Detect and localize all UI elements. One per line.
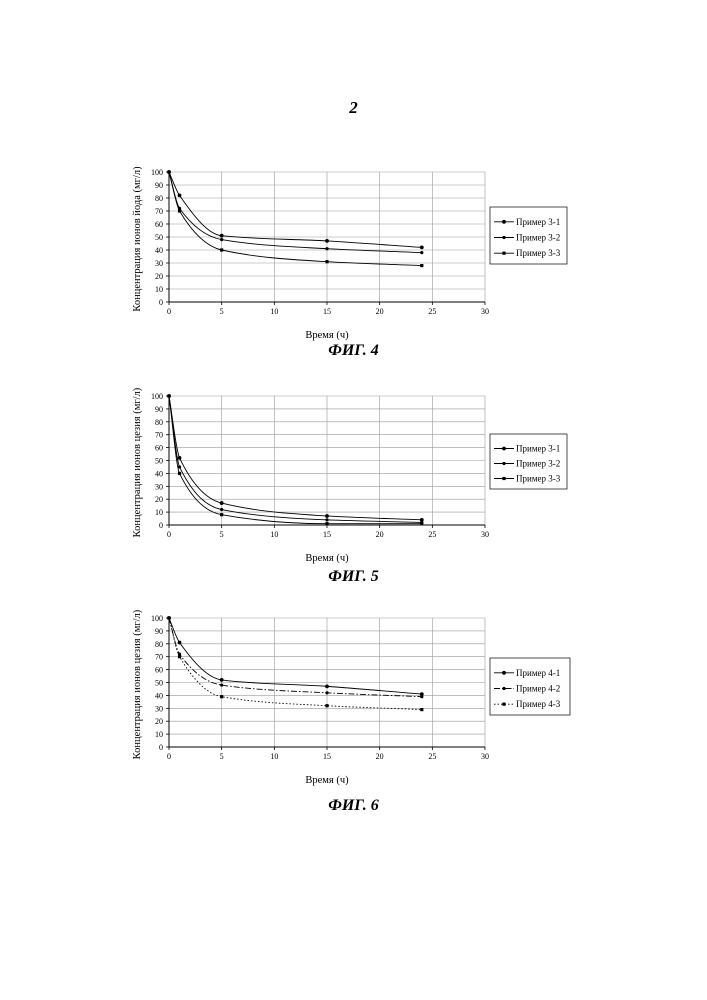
series-point bbox=[220, 695, 223, 698]
series-point bbox=[167, 616, 170, 619]
x-tick-label: 25 bbox=[428, 752, 436, 761]
x-tick-label: 10 bbox=[270, 752, 278, 761]
y-tick-label: 20 bbox=[155, 717, 163, 726]
y-tick-label: 70 bbox=[155, 653, 163, 662]
series-point bbox=[178, 655, 181, 658]
series-point bbox=[325, 691, 328, 694]
legend-marker bbox=[502, 703, 505, 706]
y-tick-label: 10 bbox=[155, 730, 163, 739]
x-axis-label: Время (ч) bbox=[305, 775, 349, 786]
legend-label: Пример 4-3 bbox=[516, 699, 561, 709]
figure-6-caption: ФИГ. 6 bbox=[0, 797, 707, 815]
y-tick-label: 80 bbox=[155, 640, 163, 649]
x-tick-label: 5 bbox=[220, 752, 224, 761]
legend-marker bbox=[502, 687, 505, 690]
y-tick-label: 30 bbox=[155, 704, 163, 713]
x-tick-label: 0 bbox=[167, 752, 171, 761]
series-point bbox=[420, 695, 423, 698]
series-point bbox=[220, 678, 224, 682]
y-tick-label: 90 bbox=[155, 627, 163, 636]
y-axis-label: Концентрация ионов цезия (мг/л) bbox=[132, 609, 143, 759]
y-tick-label: 60 bbox=[155, 666, 163, 675]
y-tick-label: 0 bbox=[159, 743, 163, 752]
x-tick-label: 20 bbox=[376, 752, 384, 761]
series-point bbox=[178, 641, 182, 645]
legend-marker bbox=[502, 671, 506, 675]
series-point bbox=[325, 704, 328, 707]
y-tick-label: 100 bbox=[151, 614, 163, 623]
y-tick-label: 50 bbox=[155, 679, 163, 688]
series-point bbox=[325, 684, 329, 688]
legend-label: Пример 4-2 bbox=[516, 684, 560, 694]
x-tick-label: 30 bbox=[481, 752, 489, 761]
series-point bbox=[220, 683, 223, 686]
x-tick-label: 15 bbox=[323, 752, 331, 761]
legend-label: Пример 4-1 bbox=[516, 668, 560, 678]
series-point bbox=[420, 708, 423, 711]
y-tick-label: 40 bbox=[155, 691, 163, 700]
